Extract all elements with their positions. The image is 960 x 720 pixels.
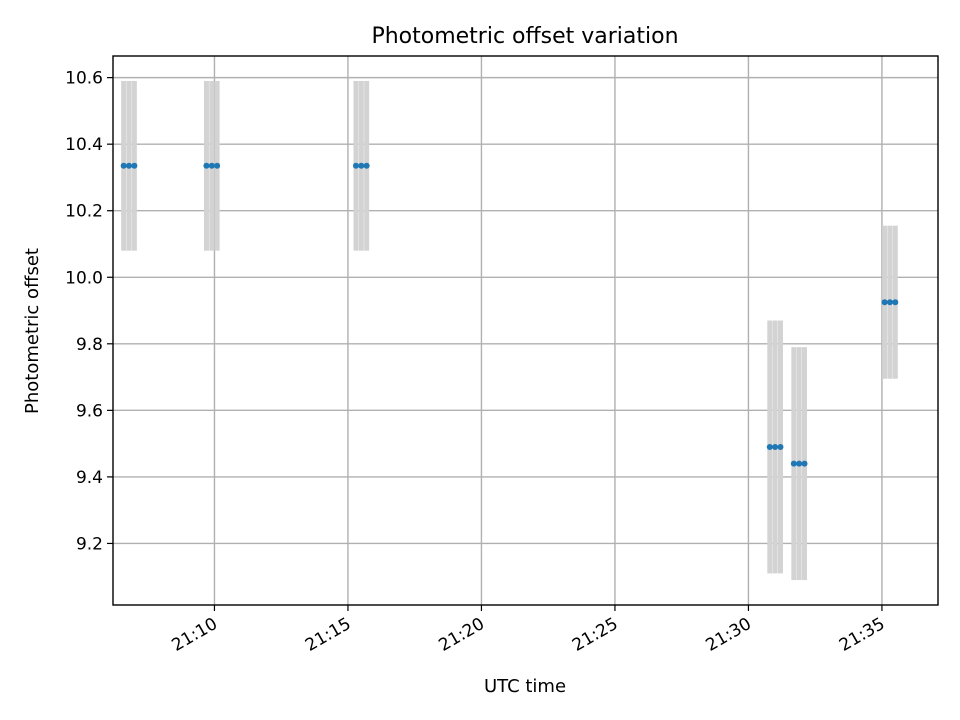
- data-point: [214, 163, 220, 169]
- y-tick-label: 9.2: [76, 534, 103, 554]
- y-tick-label: 9.6: [76, 401, 103, 421]
- data-point: [892, 299, 898, 305]
- data-point: [802, 461, 808, 467]
- data-point: [358, 163, 364, 169]
- y-tick-label: 9.4: [76, 468, 103, 488]
- data-point: [364, 163, 370, 169]
- y-axis-label: Photometric offset: [22, 248, 43, 414]
- y-tick-label: 10.4: [65, 135, 103, 155]
- data-point: [767, 444, 773, 450]
- data-point: [121, 163, 127, 169]
- data-point: [772, 444, 778, 450]
- y-tick-label: 10.0: [65, 268, 103, 288]
- data-point: [882, 299, 888, 305]
- data-point: [887, 299, 893, 305]
- chart-title: Photometric offset variation: [371, 24, 678, 49]
- data-point: [353, 163, 359, 169]
- y-tick-label: 10.6: [65, 69, 103, 89]
- data-point: [777, 444, 783, 450]
- data-point: [791, 461, 797, 467]
- x-axis-label: UTC time: [484, 676, 566, 697]
- y-tick-label: 10.2: [65, 202, 103, 222]
- data-point: [126, 163, 132, 169]
- data-point: [209, 163, 215, 169]
- data-point: [796, 461, 802, 467]
- data-point: [131, 163, 137, 169]
- y-tick-label: 9.8: [76, 335, 103, 355]
- data-point: [203, 163, 209, 169]
